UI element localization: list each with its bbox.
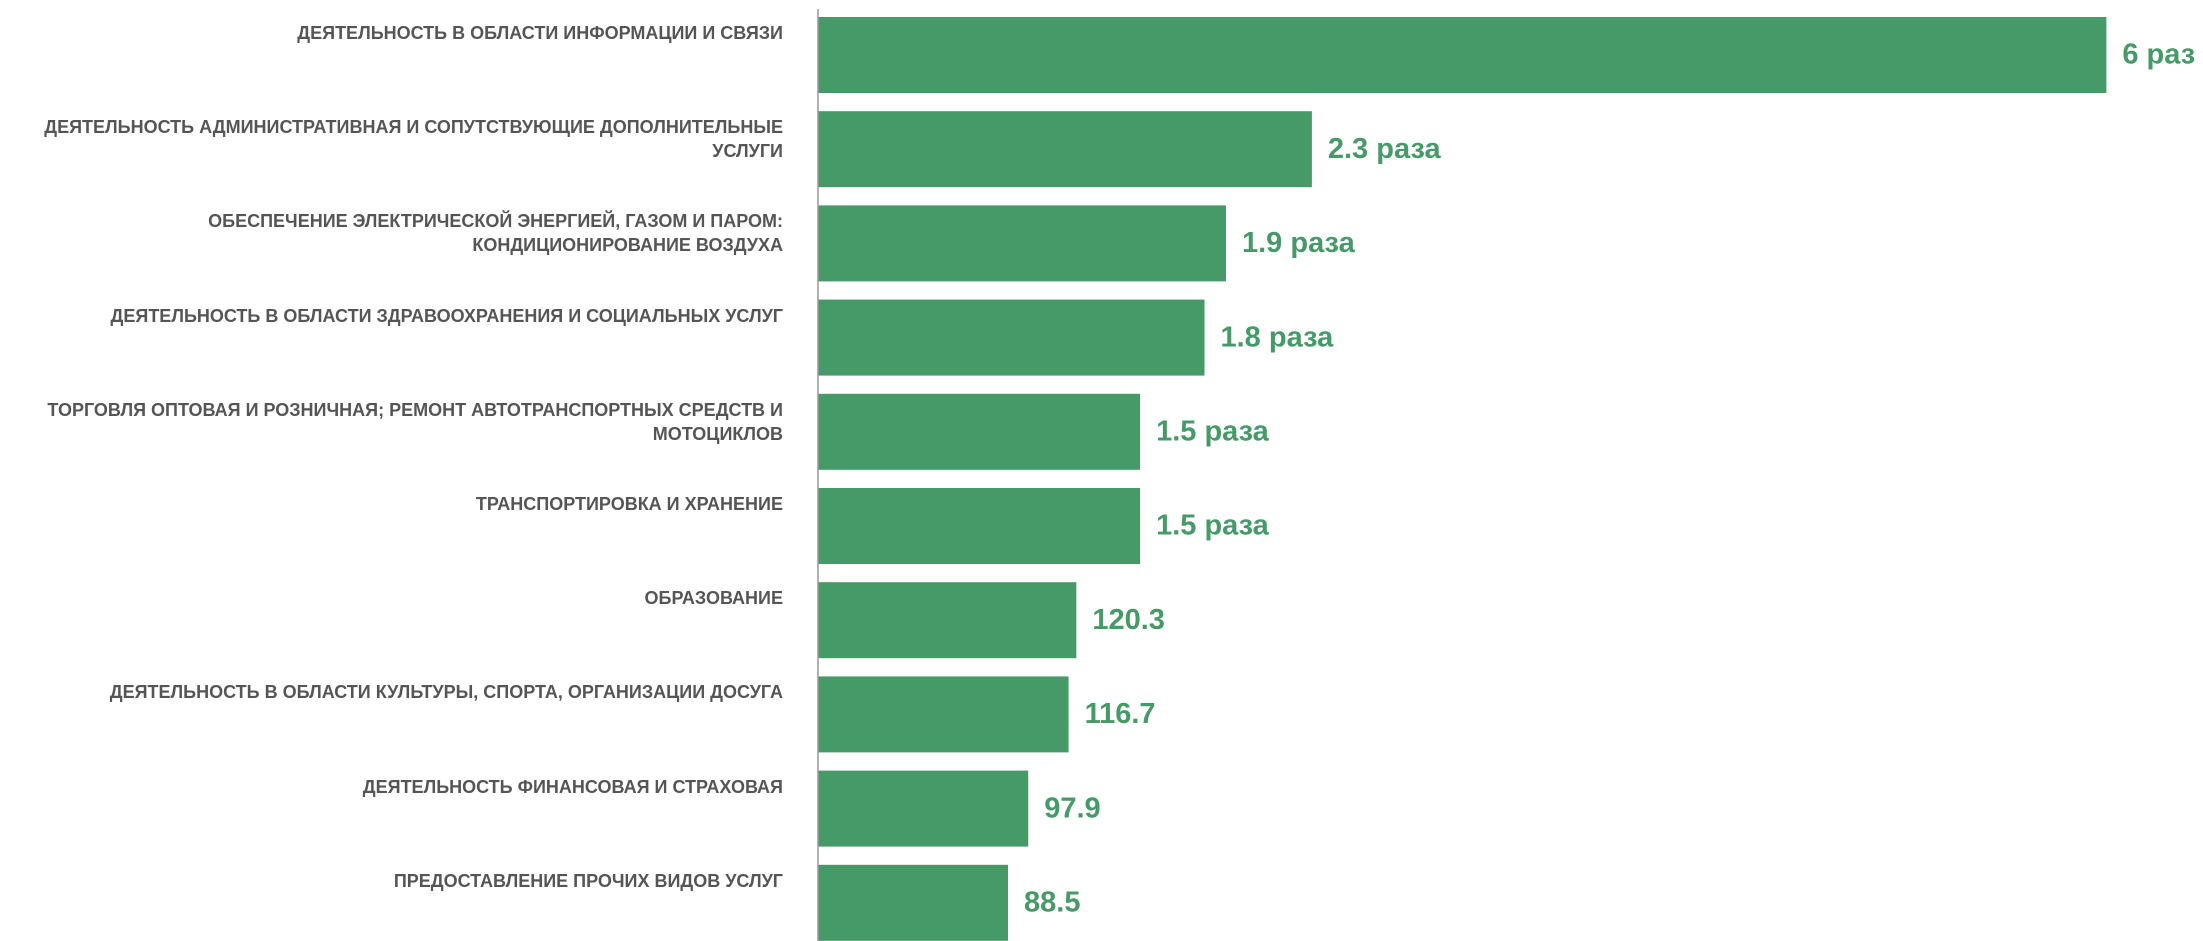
value-label: 1.9 раза [1242, 227, 1356, 259]
category-label: ТРАНСПОРТИРОВКА И ХРАНЕНИЕ [475, 494, 783, 514]
category-label: ДЕЯТЕЛЬНОСТЬ В ОБЛАСТИ КУЛЬТУРЫ, СПОРТА,… [109, 682, 783, 703]
value-label: 1.5 раза [1156, 415, 1270, 447]
category-label: ТОРГОВЛЯ ОПТОВАЯ И РОЗНИЧНАЯ; РЕМОНТ АВТ… [47, 399, 783, 444]
category-label: ОБРАЗОВАНИЕ [644, 588, 783, 609]
category-label: ОБЕСПЕЧЕНИЕ ЭЛЕКТРИЧЕСКОЙ ЭНЕРГИЕЙ, ГАЗО… [208, 211, 783, 256]
bar [818, 770, 1029, 847]
value-label: 6 раз [2122, 39, 2195, 71]
bar [818, 111, 1312, 188]
bar [818, 864, 1009, 941]
bar [818, 488, 1141, 564]
bar [818, 582, 1077, 659]
value-label: 2.3 раза [1328, 133, 1442, 165]
bar [818, 299, 1205, 376]
value-label: 120.3 [1092, 604, 1165, 636]
category-label: ДЕЯТЕЛЬНОСТЬ ФИНАНСОВАЯ И СТРАХОВАЯ [362, 776, 783, 797]
value-label: 88.5 [1024, 886, 1080, 918]
category-label: ДЕЯТЕЛЬНОСТЬ АДМИНИСТРАТИВНАЯ И СОПУТСТВ… [44, 117, 783, 162]
category-label: ДЕЯТЕЛЬНОСТЬ В ОБЛАСТИ ИНФОРМАЦИИ И СВЯЗ… [297, 23, 783, 43]
value-label: 1.5 раза [1156, 510, 1270, 542]
bar [818, 393, 1141, 470]
bar [818, 205, 1226, 282]
value-label: 116.7 [1085, 698, 1156, 730]
value-label: 97.9 [1044, 792, 1100, 824]
bar [818, 17, 2107, 93]
bar [818, 676, 1069, 753]
category-label: ДЕЯТЕЛЬНОСТЬ В ОБЛАСТИ ЗДРАВООХРАНЕНИЯ И… [110, 305, 783, 326]
category-label: ПРЕДОСТАВЛЕНИЕ ПРОЧИХ ВИДОВ УСЛУГ [393, 870, 783, 891]
value-label: 1.8 раза [1221, 321, 1335, 353]
